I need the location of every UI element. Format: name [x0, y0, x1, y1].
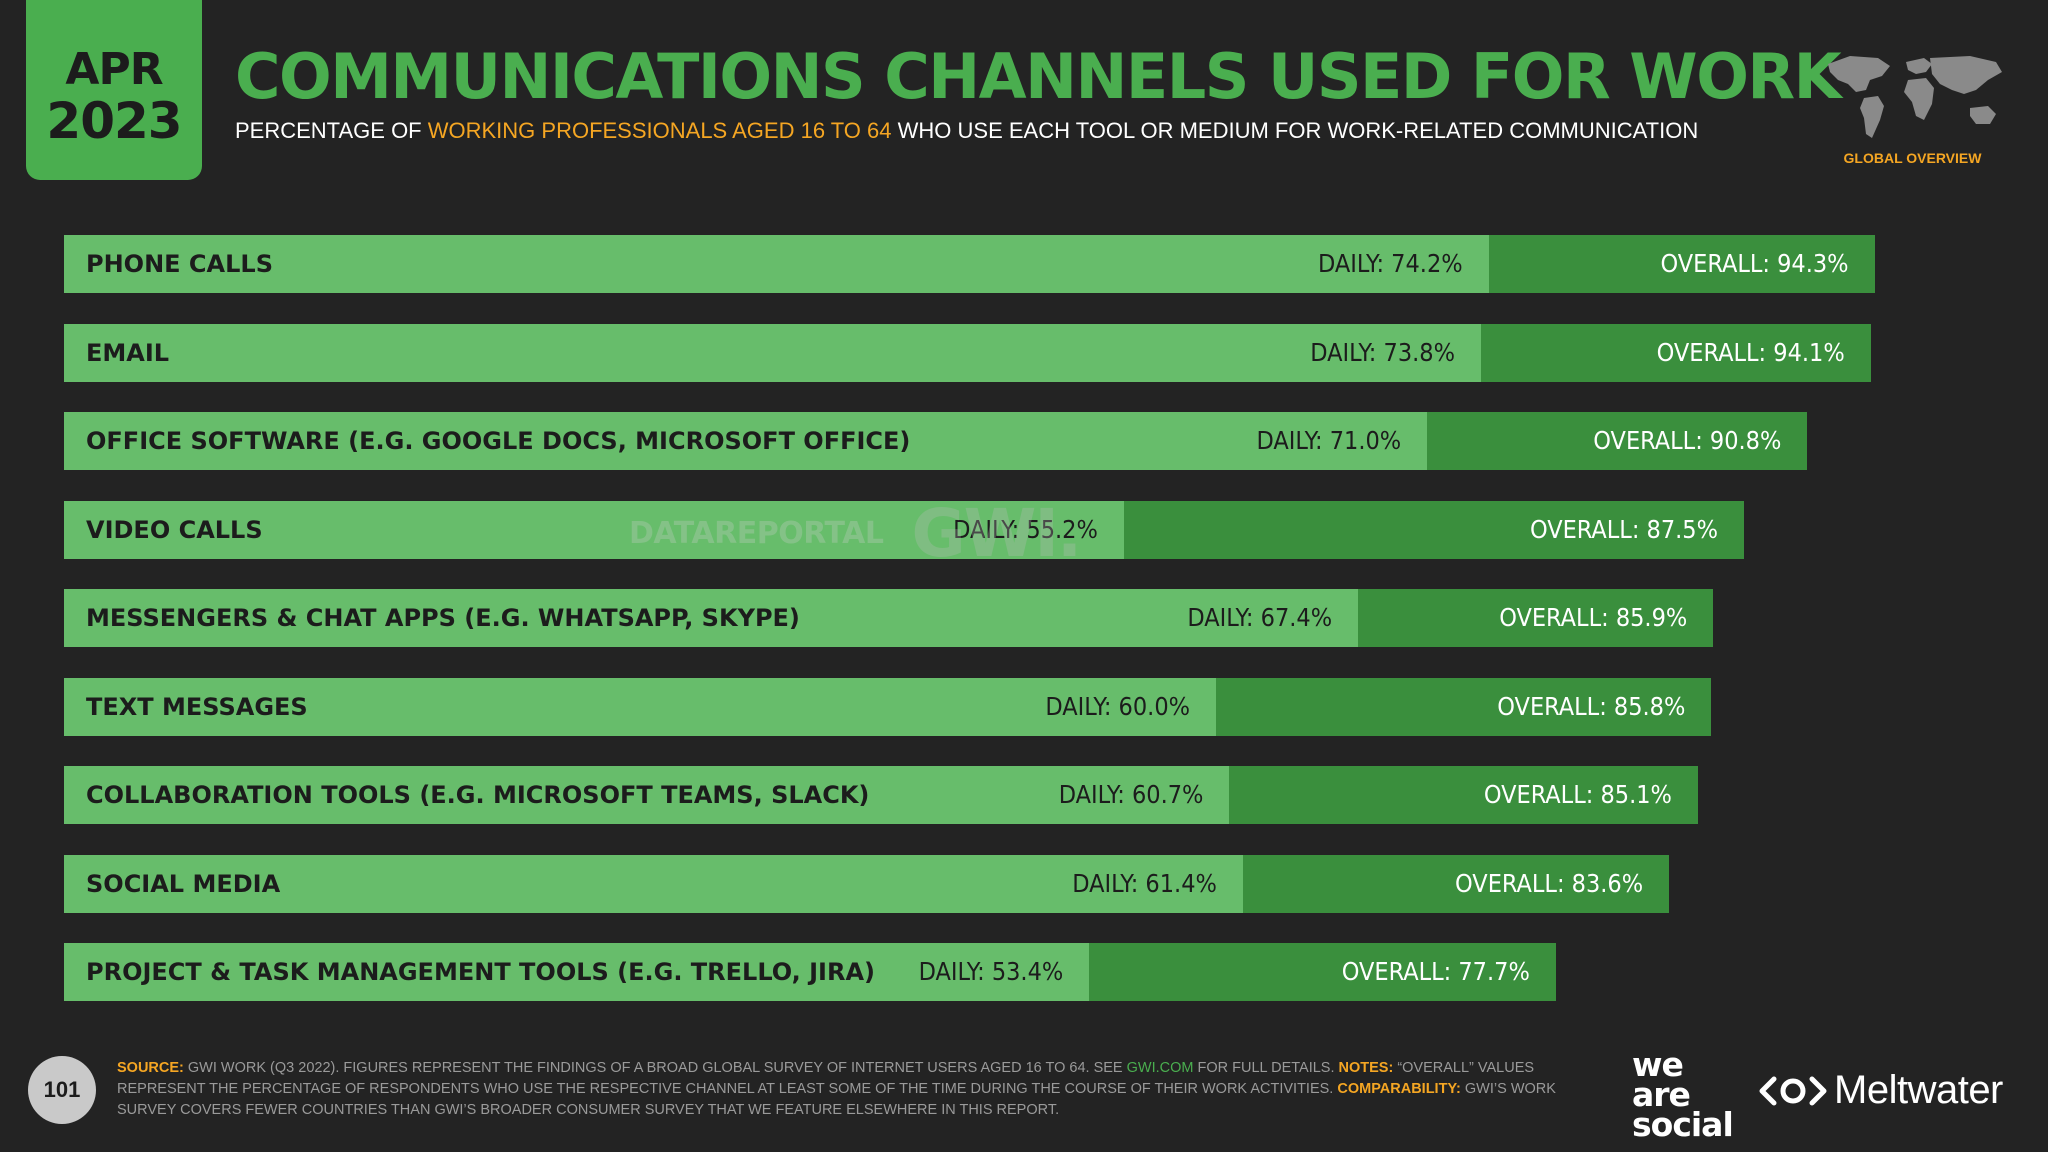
badge-year: 2023 [46, 92, 182, 150]
was-line-2: are [1632, 1075, 1691, 1114]
overall-value-label: OVERALL: 87.5% [1529, 514, 1718, 544]
meltwater-logo: Meltwater [1758, 1068, 2003, 1113]
bar-daily [64, 854, 1243, 913]
badge-month: APR [65, 44, 163, 95]
overall-value-label: OVERALL: 94.3% [1660, 249, 1849, 278]
we-are-social-logo: we are social [1632, 1045, 1734, 1144]
bar-row: EMAIL DAILY: 73.8% OVERALL: 94.1% [64, 323, 1984, 382]
bar-row: VIDEO CALLS DAILY: 55.2% OVERALL: 87.5% [64, 500, 1984, 559]
subtitle-post: WHO USE EACH TOOL OR MEDIUM FOR WORK-REL… [891, 118, 1699, 143]
category-label: TEXT MESSAGES [86, 692, 308, 721]
overall-value-label: OVERALL: 77.7% [1341, 957, 1530, 986]
category-label: SOCIAL MEDIA [86, 869, 281, 898]
page-number: 101 [28, 1056, 96, 1124]
category-label: EMAIL [86, 338, 170, 367]
bar-row: TEXT MESSAGES DAILY: 60.0% OVERALL: 85.8% [64, 677, 1984, 736]
bar-daily [64, 766, 1230, 824]
bar-row: PROJECT & TASK MANAGEMENT TOOLS (E.G. TR… [64, 943, 1984, 1001]
subtitle-pre: PERCENTAGE OF [235, 118, 428, 143]
daily-value-label: DAILY: 71.0% [1256, 426, 1402, 455]
category-label: VIDEO CALLS [86, 515, 263, 544]
daily-value-label: DAILY: 73.8% [1310, 337, 1455, 367]
date-badge: APR 2023 [26, 0, 202, 180]
was-line-3: social [1632, 1105, 1734, 1144]
comparability-key: COMPARABILITY: [1337, 1081, 1461, 1097]
overall-value-label: OVERALL: 94.1% [1656, 337, 1845, 367]
world-map-icon [1828, 56, 2002, 138]
bar-daily [64, 235, 1489, 293]
bar-row: COLLABORATION TOOLS (E.G. MICROSOFT TEAM… [64, 766, 1984, 824]
notes-key: NOTES: [1338, 1060, 1394, 1076]
bar-daily [64, 677, 1216, 736]
global-overview-label: GLOBAL OVERVIEW [1843, 150, 1982, 166]
was-line-1: we [1632, 1045, 1684, 1084]
bar-row: PHONE CALLS DAILY: 74.2% OVERALL: 94.3% [64, 235, 1984, 293]
overall-value-label: OVERALL: 90.8% [1593, 426, 1782, 455]
source-key: SOURCE: [117, 1060, 184, 1076]
daily-value-label: DAILY: 60.7% [1058, 780, 1204, 809]
notes-text: “OVERALL” VALUES REPRESENT THE PERCENTAG… [117, 1060, 1535, 1097]
overall-value-label: OVERALL: 85.9% [1499, 603, 1688, 632]
overall-value-label: OVERALL: 85.1% [1483, 780, 1672, 809]
daily-value-label: DAILY: 55.2% [953, 514, 1098, 544]
category-label: COLLABORATION TOOLS (E.G. MICROSOFT TEAM… [86, 781, 870, 809]
meltwater-text: Meltwater [1834, 1068, 2003, 1112]
after-link-text: FOR FULL DETAILS. [1193, 1060, 1339, 1076]
bar-row: SOCIAL MEDIA DAILY: 61.4% OVERALL: 83.6% [64, 854, 1984, 913]
meltwater-icon [1759, 1076, 1827, 1105]
bar-daily [64, 943, 1090, 1001]
bar-row: OFFICE SOFTWARE (E.G. GOOGLE DOCS, MICRO… [64, 412, 1984, 470]
daily-value-label: DAILY: 61.4% [1072, 868, 1217, 898]
bar-row: MESSENGERS & CHAT APPS (E.G. WHATSAPP, S… [64, 589, 1984, 647]
daily-value-label: DAILY: 53.4% [918, 957, 1064, 986]
overall-value-label: OVERALL: 83.6% [1455, 868, 1644, 898]
footnote: SOURCE: GWI WORK (Q3 2022). FIGURES REPR… [117, 1058, 1597, 1121]
comparability-text: GWI’S WORK SURVEY COVERS FEWER COUNTRIES… [117, 1081, 1556, 1118]
category-label: OFFICE SOFTWARE (E.G. GOOGLE DOCS, MICRO… [86, 427, 911, 455]
gwi-link[interactable]: GWI.COM [1126, 1060, 1194, 1076]
category-label: PROJECT & TASK MANAGEMENT TOOLS (E.G. TR… [86, 958, 876, 986]
source-text: GWI WORK (Q3 2022). FIGURES REPRESENT TH… [183, 1060, 1127, 1076]
bar-daily [64, 323, 1481, 382]
category-label: PHONE CALLS [86, 250, 273, 278]
overall-value-label: OVERALL: 85.8% [1497, 691, 1686, 721]
page-subtitle: PERCENTAGE OF WORKING PROFESSIONALS AGED… [235, 118, 1698, 144]
daily-value-label: DAILY: 67.4% [1187, 603, 1333, 632]
daily-value-label: DAILY: 60.0% [1045, 691, 1190, 721]
bar-daily [64, 500, 1124, 559]
daily-value-label: DAILY: 74.2% [1317, 249, 1463, 278]
subtitle-highlight: WORKING PROFESSIONALS AGED 16 TO 64 [427, 118, 892, 143]
category-label: MESSENGERS & CHAT APPS (E.G. WHATSAPP, S… [86, 604, 800, 632]
bar-daily [64, 589, 1359, 647]
page-title: COMMUNICATIONS CHANNELS USED FOR WORK [235, 40, 1842, 113]
bar-daily [64, 412, 1428, 470]
